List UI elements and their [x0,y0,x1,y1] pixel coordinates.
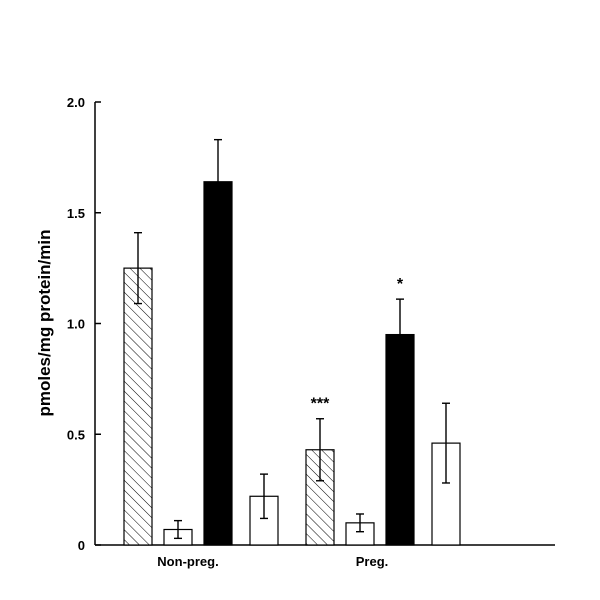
significance-marker: * [397,276,404,293]
y-tick-label: 0 [78,538,85,553]
significance-marker: *** [311,396,330,413]
bars [123,138,461,546]
y-axis-label: pmoles/mg protein/min [35,229,54,416]
y-tick-label: 0.5 [67,427,85,442]
y-tick-label: 2.0 [67,95,85,110]
bar [203,181,233,546]
bar [123,267,153,546]
y-tick-label: 1.0 [67,317,85,332]
y-tick-label: 1.5 [67,206,85,221]
x-category-label: Preg. [356,554,389,569]
x-category-label: Non-preg. [157,554,218,569]
